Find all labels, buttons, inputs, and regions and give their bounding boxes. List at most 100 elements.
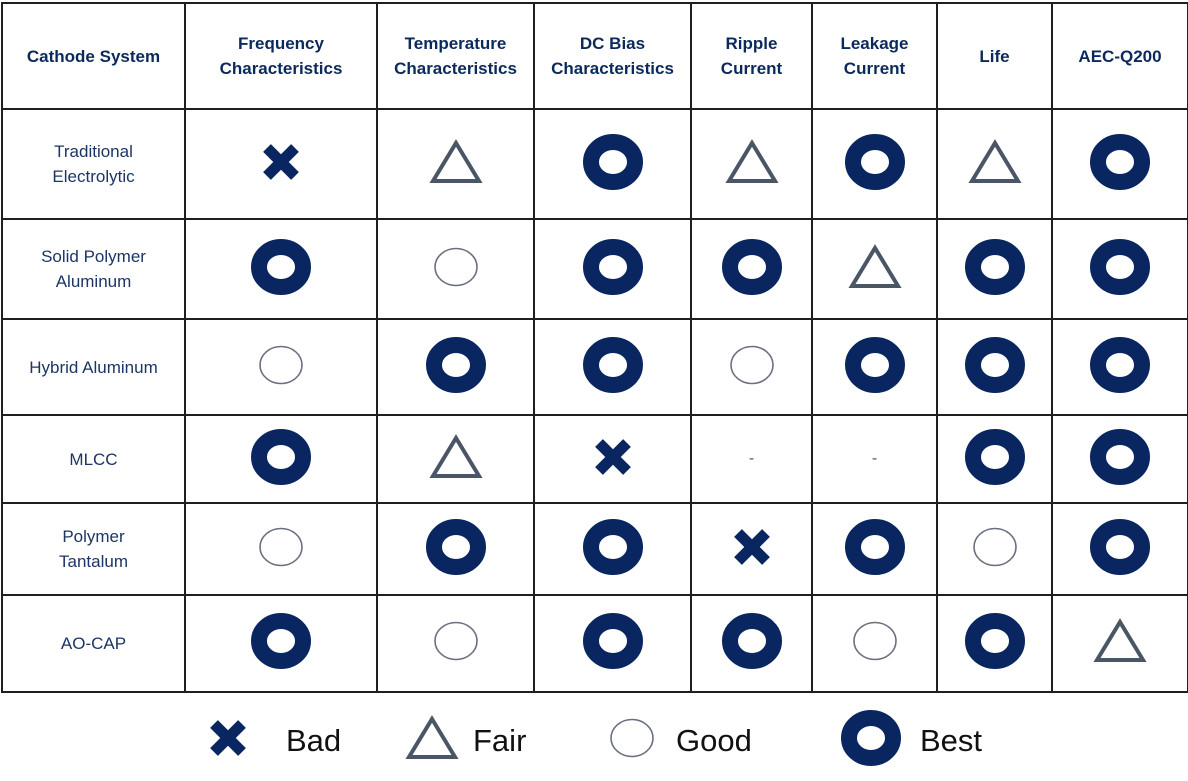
- rating-cell: [690, 502, 813, 596]
- legend-item-good: Good: [608, 700, 752, 781]
- rating-cell: [376, 594, 535, 693]
- comparison-table: Cathode System Frequency Characteristics…: [1, 2, 1188, 693]
- rating-cell: [1051, 502, 1188, 596]
- best-ring-icon: [582, 336, 644, 399]
- good-circle-icon: [432, 619, 480, 668]
- rating-cell: [533, 502, 692, 596]
- fair-triangle-icon: [1093, 618, 1147, 669]
- rating-cell: [184, 108, 378, 220]
- best-ring-icon: [844, 336, 906, 399]
- rating-cell: [184, 318, 378, 416]
- rating-cell: [1051, 594, 1188, 693]
- best-ring-icon: [1089, 518, 1151, 581]
- table-row: Solid Polymer Aluminum: [1, 218, 1188, 320]
- row-label: MLCC: [1, 414, 186, 504]
- bad-cross-icon: [208, 718, 248, 763]
- best-ring-icon: [250, 612, 312, 675]
- rating-cell: [533, 108, 692, 220]
- best-ring-icon: [250, 428, 312, 491]
- rating-cell: [1051, 318, 1188, 416]
- header-temperature: Temperature Characteristics: [376, 2, 535, 110]
- best-ring-icon: [1089, 336, 1151, 399]
- fair-triangle-icon: [724, 138, 779, 190]
- best-ring-icon: [840, 709, 902, 772]
- not-applicable-dash: -: [871, 450, 878, 467]
- rating-cell: [376, 108, 535, 220]
- rating-cell: -: [690, 414, 813, 504]
- header-life: Life: [936, 2, 1053, 110]
- rating-cell: [811, 318, 938, 416]
- rating-cell: [533, 218, 692, 320]
- legend-label: Bad: [286, 722, 342, 758]
- rating-cell: [936, 108, 1053, 220]
- rating-cell: [690, 318, 813, 416]
- rating-cell: [184, 414, 378, 504]
- rating-cell: [184, 218, 378, 320]
- header-frequency: Frequency Characteristics: [184, 2, 378, 110]
- best-ring-icon: [1089, 428, 1151, 491]
- best-ring-icon: [1089, 238, 1151, 301]
- good-circle-icon: [257, 343, 305, 392]
- header-dc-bias: DC Bias Characteristics: [533, 2, 692, 110]
- row-label: Solid Polymer Aluminum: [1, 218, 186, 320]
- rating-cell: [690, 594, 813, 693]
- rating-cell: [533, 594, 692, 693]
- rating-cell: [533, 318, 692, 416]
- rating-cell: [936, 218, 1053, 320]
- legend-item-fair: Fair: [405, 700, 526, 781]
- best-ring-icon: [1089, 133, 1151, 196]
- rating-cell: [376, 414, 535, 504]
- legend-label: Fair: [473, 722, 527, 758]
- row-label: Traditional Electrolytic: [1, 108, 186, 220]
- rating-cell: [811, 218, 938, 320]
- legend-item-bad: Bad: [208, 700, 341, 781]
- table-row: AO-CAP: [1, 594, 1188, 693]
- best-ring-icon: [964, 238, 1026, 301]
- legend-label: Good: [676, 722, 752, 758]
- rating-cell: [376, 218, 535, 320]
- bad-cross-icon: [732, 527, 772, 572]
- best-ring-icon: [582, 133, 644, 196]
- best-ring-icon: [582, 238, 644, 301]
- best-ring-icon: [964, 612, 1026, 675]
- rating-cell: [811, 594, 938, 693]
- best-ring-icon: [721, 612, 783, 675]
- rating-cell: [376, 502, 535, 596]
- rating-cell: [690, 218, 813, 320]
- legend: Bad Fair Good Best: [0, 700, 1188, 781]
- best-ring-icon: [582, 612, 644, 675]
- fair-triangle-icon: [405, 715, 459, 766]
- rating-cell: [376, 318, 535, 416]
- best-ring-icon: [425, 336, 487, 399]
- table-row: Hybrid Aluminum: [1, 318, 1188, 416]
- table-row: Traditional Electrolytic: [1, 108, 1188, 220]
- rating-cell: [184, 594, 378, 693]
- header-aec-q200: AEC-Q200: [1051, 2, 1188, 110]
- bad-cross-icon: [261, 142, 301, 187]
- table-row: Polymer Tantalum: [1, 502, 1188, 596]
- row-label: AO-CAP: [1, 594, 186, 693]
- good-circle-icon: [257, 525, 305, 574]
- good-circle-icon: [728, 343, 776, 392]
- best-ring-icon: [964, 428, 1026, 491]
- rating-cell: [936, 414, 1053, 504]
- fair-triangle-icon: [428, 433, 483, 485]
- fair-triangle-icon: [428, 138, 483, 190]
- best-ring-icon: [250, 238, 312, 301]
- rating-cell: [1051, 108, 1188, 220]
- best-ring-icon: [721, 238, 783, 301]
- rating-cell: [811, 108, 938, 220]
- rating-cell: [690, 108, 813, 220]
- not-applicable-dash: -: [748, 450, 755, 467]
- header-row: Cathode System Frequency Characteristics…: [1, 2, 1188, 110]
- best-ring-icon: [964, 336, 1026, 399]
- fair-triangle-icon: [967, 138, 1022, 190]
- best-ring-icon: [844, 518, 906, 581]
- header-leakage-current: Leakage Current: [811, 2, 938, 110]
- row-label: Hybrid Aluminum: [1, 318, 186, 416]
- good-circle-icon: [608, 716, 656, 765]
- best-ring-icon: [582, 518, 644, 581]
- rating-cell: [1051, 414, 1188, 504]
- good-circle-icon: [432, 245, 480, 294]
- rating-cell: [811, 502, 938, 596]
